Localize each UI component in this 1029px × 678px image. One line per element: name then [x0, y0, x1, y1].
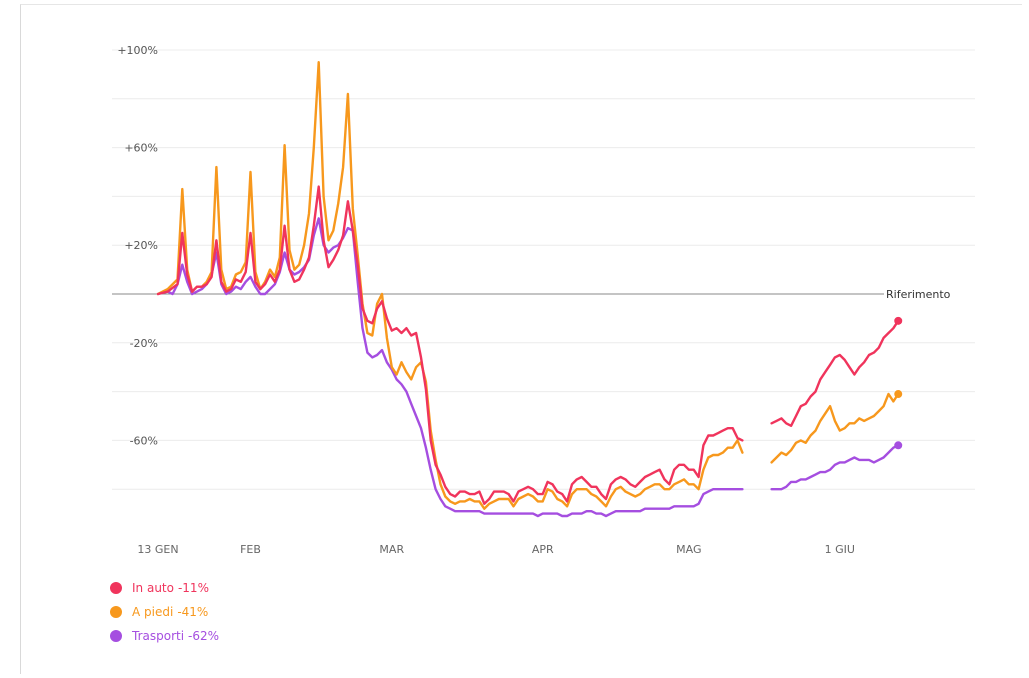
legend-dot-in-auto: [110, 582, 122, 594]
y-axis-ticks: +100% +60% +20% -20% -60%: [117, 44, 158, 447]
series-line-auto: [770, 319, 900, 427]
end-point-piedi: [894, 390, 903, 399]
reference-label: Riferimento: [886, 288, 951, 301]
legend-item-a-piedi: A piedi -41%: [110, 600, 219, 624]
legend-label-a-piedi: A piedi: [132, 605, 174, 619]
series-end-markers: [894, 316, 903, 450]
legend-value-trasporti: -62%: [188, 629, 220, 643]
legend-value-a-piedi: -41%: [177, 605, 209, 619]
x-tick-label: FEB: [240, 543, 261, 556]
series-line-trasporti: [156, 217, 744, 518]
legend-label-trasporti: Trasporti: [132, 629, 185, 643]
x-axis-ticks: 13 GEN FEB MAR APR MAG 1 GIU: [137, 543, 855, 556]
y-tick-label: -60%: [130, 434, 158, 447]
x-tick-label: 1 GIU: [825, 543, 855, 556]
legend-label-in-auto: In auto: [132, 581, 174, 595]
end-point-trasporti: [894, 441, 903, 450]
legend-item-in-auto: In auto -11%: [110, 576, 219, 600]
series-lines: [156, 61, 900, 518]
end-point-auto: [894, 316, 903, 325]
legend-dot-trasporti: [110, 630, 122, 642]
gridlines: [112, 49, 975, 490]
x-tick-label: MAR: [379, 543, 404, 556]
y-tick-label: +100%: [117, 44, 158, 57]
legend-item-trasporti: Trasporti -62%: [110, 624, 219, 648]
y-tick-label: +20%: [124, 239, 158, 252]
series-line-auto: [156, 185, 744, 505]
x-tick-label: MAG: [676, 543, 701, 556]
x-tick-label: 13 GEN: [137, 543, 178, 556]
y-tick-label: -20%: [130, 337, 158, 350]
legend-value-in-auto: -11%: [177, 581, 209, 595]
series-line-piedi: [770, 392, 900, 464]
y-tick-label: +60%: [124, 142, 158, 155]
legend: In auto -11% A piedi -41% Trasporti -62%: [110, 576, 219, 648]
chart-frame: [20, 4, 1022, 674]
series-line-piedi: [156, 61, 744, 510]
legend-dot-a-piedi: [110, 606, 122, 618]
x-tick-label: APR: [532, 543, 554, 556]
series-line-trasporti: [770, 444, 900, 491]
